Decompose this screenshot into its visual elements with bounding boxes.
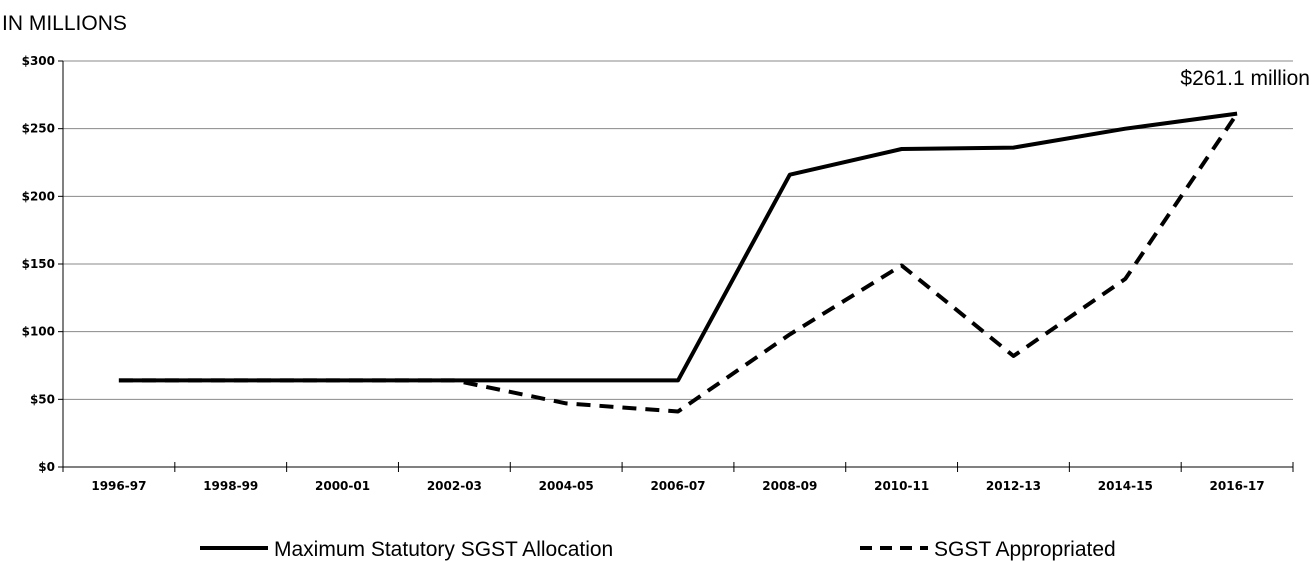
x-tick-label: 2008-09 [762, 479, 817, 493]
annotation-label: $261.1 million [1180, 67, 1310, 90]
y-tick-labels: $0 $50 $100 $150 $200 $250 $300 [22, 54, 55, 474]
x-tick-label: 2012-13 [986, 479, 1041, 493]
y-tick-label: $200 [22, 189, 55, 203]
y-tick-label: $250 [22, 122, 55, 136]
x-tick-label: 2002-03 [427, 479, 482, 493]
y-tick-label: $0 [38, 460, 55, 474]
y-tick-label: $100 [22, 325, 55, 339]
y-tick-label: $150 [22, 257, 55, 271]
x-tick-label: 1996-97 [91, 479, 146, 493]
x-tick-label: 2016-17 [1210, 479, 1265, 493]
y-tick-label: $50 [30, 392, 55, 406]
x-tick-label: 2000-01 [315, 479, 370, 493]
x-tick-label: 2006-07 [650, 479, 705, 493]
series-line-sgst-appropriated [118, 112, 1239, 414]
legend-label-appropriated: SGST Appropriated [934, 538, 1116, 561]
x-tick-label: 1998-99 [203, 479, 258, 493]
unit-label: IN MILLIONS [2, 12, 127, 35]
y-tick-label: $300 [22, 54, 55, 68]
legend-label-max-allocation: Maximum Statutory SGST Allocation [274, 538, 613, 561]
series-lines [118, 111, 1239, 414]
series-line-max-statutory-allocation [118, 111, 1238, 383]
gridlines [63, 60, 1293, 400]
axes [58, 60, 1294, 472]
x-tick-label: 2014-15 [1098, 479, 1153, 493]
x-tick-labels: 1996-97 1998-99 2000-01 2002-03 2004-05 2006-… [91, 479, 1264, 493]
x-tick-label: 2004-05 [539, 479, 594, 493]
x-tick-label: 2010-11 [874, 479, 929, 493]
legend: Maximum Statutory SGST Allocation SGST A… [200, 538, 1116, 561]
